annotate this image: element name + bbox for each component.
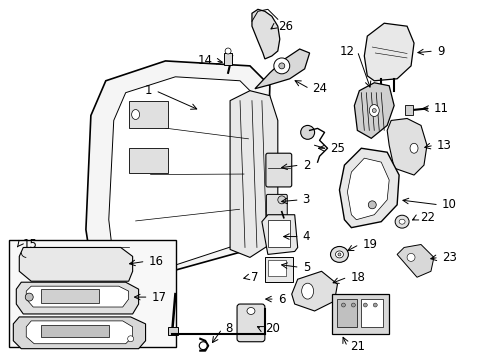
Polygon shape: [26, 286, 128, 307]
Bar: [41, 289, 99, 303]
Text: 9: 9: [436, 45, 444, 58]
Ellipse shape: [25, 293, 33, 301]
Ellipse shape: [335, 251, 343, 258]
Bar: [224, 53, 232, 65]
Text: 7: 7: [250, 271, 258, 284]
Ellipse shape: [368, 105, 379, 117]
Text: 26: 26: [277, 20, 292, 33]
Text: 3: 3: [302, 193, 309, 206]
Ellipse shape: [277, 196, 285, 204]
Bar: [267, 220, 289, 247]
Ellipse shape: [406, 253, 414, 261]
Polygon shape: [396, 244, 433, 277]
FancyBboxPatch shape: [265, 153, 291, 187]
Text: 18: 18: [350, 271, 365, 284]
Text: 12: 12: [339, 45, 354, 58]
Bar: [41, 325, 108, 337]
Polygon shape: [364, 23, 413, 81]
Ellipse shape: [278, 63, 284, 69]
Text: 17: 17: [151, 291, 166, 303]
Bar: [361, 299, 383, 327]
Ellipse shape: [363, 303, 366, 307]
Ellipse shape: [409, 143, 417, 153]
Ellipse shape: [351, 303, 355, 307]
Text: 22: 22: [419, 211, 434, 224]
Text: 14: 14: [197, 54, 212, 67]
Bar: [404, 105, 412, 114]
Ellipse shape: [127, 336, 133, 342]
Polygon shape: [19, 247, 132, 281]
Polygon shape: [354, 83, 393, 138]
Polygon shape: [13, 317, 145, 349]
Ellipse shape: [330, 247, 347, 262]
Ellipse shape: [367, 201, 375, 209]
Text: 16: 16: [148, 255, 163, 268]
Text: 19: 19: [362, 238, 377, 251]
Ellipse shape: [372, 303, 376, 307]
Text: 6: 6: [277, 293, 285, 306]
Bar: [264, 257, 292, 282]
Bar: [9, 239, 176, 347]
Text: 20: 20: [264, 322, 279, 336]
Text: 11: 11: [433, 102, 448, 115]
Polygon shape: [16, 282, 138, 314]
Ellipse shape: [273, 58, 289, 74]
Polygon shape: [26, 321, 132, 344]
Text: 4: 4: [302, 230, 309, 243]
Text: 5: 5: [302, 261, 309, 274]
Ellipse shape: [301, 283, 313, 299]
Polygon shape: [386, 118, 426, 175]
Ellipse shape: [337, 253, 340, 256]
Ellipse shape: [246, 307, 254, 314]
Text: 10: 10: [441, 198, 456, 211]
Text: 1: 1: [145, 84, 152, 97]
Polygon shape: [339, 148, 398, 228]
Text: 13: 13: [436, 139, 451, 152]
Bar: [331, 294, 388, 334]
FancyBboxPatch shape: [237, 304, 264, 342]
Ellipse shape: [371, 109, 375, 113]
Bar: [128, 148, 168, 173]
Ellipse shape: [300, 125, 314, 139]
Polygon shape: [86, 61, 269, 299]
Ellipse shape: [398, 219, 404, 224]
Polygon shape: [251, 9, 279, 59]
Polygon shape: [262, 215, 297, 255]
Bar: [337, 299, 357, 327]
Ellipse shape: [341, 303, 345, 307]
Ellipse shape: [199, 342, 207, 350]
Polygon shape: [254, 49, 309, 89]
Text: 23: 23: [441, 251, 456, 264]
Text: 8: 8: [224, 322, 232, 336]
Bar: [168, 327, 178, 335]
FancyBboxPatch shape: [266, 194, 286, 217]
Polygon shape: [291, 271, 337, 311]
Text: 21: 21: [350, 340, 365, 353]
Text: 2: 2: [302, 159, 309, 172]
Polygon shape: [346, 158, 388, 220]
Ellipse shape: [394, 215, 408, 228]
Bar: [267, 260, 285, 276]
Bar: [128, 100, 168, 129]
Ellipse shape: [224, 48, 231, 54]
Ellipse shape: [131, 109, 139, 120]
Text: 15: 15: [22, 238, 37, 251]
Polygon shape: [108, 77, 257, 284]
Text: 25: 25: [330, 142, 345, 155]
Text: 24: 24: [312, 82, 327, 95]
Polygon shape: [230, 91, 277, 257]
